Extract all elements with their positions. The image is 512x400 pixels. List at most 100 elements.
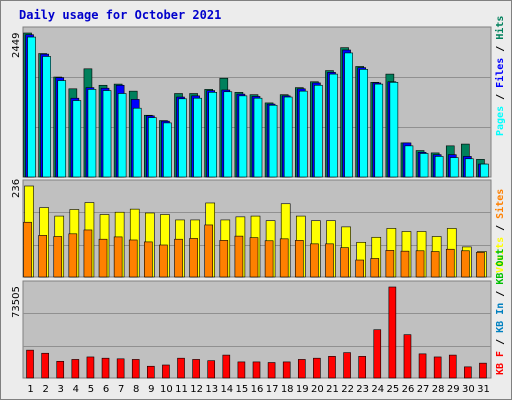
kbf-bar xyxy=(237,361,246,379)
kbf-bar xyxy=(56,360,65,379)
x-day-label: 19 xyxy=(296,384,309,395)
kbf-bar xyxy=(282,361,291,379)
sites-bar xyxy=(415,250,425,278)
kbf-bar xyxy=(147,365,155,379)
middle-legend-separator: / xyxy=(495,219,506,237)
x-day-label: 2 xyxy=(42,384,48,395)
pages-bar xyxy=(27,36,36,178)
x-day-label: 1 xyxy=(27,384,33,395)
x-day-label: 11 xyxy=(175,384,188,395)
kbf-bar xyxy=(192,359,200,379)
kbf-bar xyxy=(267,362,276,379)
x-day-label: 6 xyxy=(103,384,109,395)
sites-bar xyxy=(249,237,259,278)
sites-bar xyxy=(204,224,214,278)
x-day-label: 29 xyxy=(447,384,460,395)
sites-bar xyxy=(128,239,138,278)
x-day-label: 8 xyxy=(133,384,139,395)
sites-bar xyxy=(68,233,78,278)
kbf-bar xyxy=(388,286,397,379)
bottom-legend-separator: / xyxy=(495,333,506,351)
kbf-bar xyxy=(328,356,336,379)
pages-bar xyxy=(253,97,263,178)
kbf-bar xyxy=(448,354,457,379)
sites-bar xyxy=(355,259,364,278)
kbf-bar xyxy=(479,362,487,379)
x-day-label: 18 xyxy=(281,384,294,395)
pages-bar xyxy=(178,98,187,178)
pages-bar xyxy=(419,153,429,178)
sites-bar xyxy=(53,236,63,278)
middle-legend-entry: Visits xyxy=(494,237,506,273)
kbf-bar xyxy=(252,361,261,379)
pages-bar xyxy=(223,91,233,178)
kbf-bar xyxy=(116,358,125,379)
x-day-label: 4 xyxy=(73,384,79,395)
sites-bar xyxy=(325,243,334,278)
x-day-label: 12 xyxy=(190,384,203,395)
x-day-label: 9 xyxy=(148,384,154,395)
kbf-bar xyxy=(131,359,140,379)
sites-bar xyxy=(23,221,32,278)
top-legend: Pages / Files / Hits xyxy=(494,16,506,136)
pages-bar xyxy=(465,158,474,178)
x-day-label: 10 xyxy=(160,384,173,395)
top-legend-separator: / xyxy=(495,88,506,106)
x-day-label: 5 xyxy=(88,384,94,395)
pages-bar xyxy=(404,145,414,178)
x-day-label: 22 xyxy=(341,384,354,395)
kbf-bar xyxy=(101,357,110,379)
kbf-bar xyxy=(373,329,382,379)
bottom-legend-entry: KB In xyxy=(495,303,506,333)
pages-bar xyxy=(208,92,218,178)
kbf-bar xyxy=(71,359,80,379)
kbf-bar xyxy=(464,366,472,379)
sites-bar xyxy=(430,251,440,278)
top-legend-entry: Hits xyxy=(494,16,506,40)
pages-bar xyxy=(298,90,308,178)
sites-bar xyxy=(83,229,93,278)
middle-legend: Visits / Sites xyxy=(494,189,506,273)
pages-bar xyxy=(42,56,51,178)
x-day-label: 21 xyxy=(326,384,339,395)
sites-bar xyxy=(264,240,274,278)
top-ymax-label: 2449 xyxy=(11,33,22,58)
kbf-bar xyxy=(222,354,231,379)
pages-bar xyxy=(480,163,489,178)
kbf-bar xyxy=(162,364,170,379)
sites-bar xyxy=(294,240,304,278)
kbf-bar xyxy=(343,352,351,379)
bottom-ymax-label: 73505 xyxy=(11,286,22,318)
pages-bar xyxy=(117,93,127,178)
x-day-label: 20 xyxy=(311,384,324,395)
pages-bar xyxy=(434,156,444,178)
pages-bar xyxy=(314,84,323,178)
sites-bar xyxy=(144,241,153,278)
kbf-bar xyxy=(41,352,49,379)
pages-bar xyxy=(132,107,142,178)
middle-ymax-label: 236 xyxy=(11,179,22,198)
pages-bar xyxy=(87,89,97,178)
x-day-label: 24 xyxy=(371,384,384,395)
pages-bar xyxy=(72,100,82,178)
x-day-label: 27 xyxy=(417,384,430,395)
bottom-legend-separator: / xyxy=(495,285,506,303)
pages-bar xyxy=(238,95,248,178)
x-day-label: 28 xyxy=(432,384,445,395)
pages-bar xyxy=(102,90,112,178)
sites-bar xyxy=(98,238,108,278)
kbf-bar xyxy=(313,357,321,379)
sites-bar xyxy=(113,236,123,278)
sites-bar xyxy=(370,258,380,278)
x-day-label: 14 xyxy=(220,384,233,395)
kbf-bar xyxy=(86,356,95,379)
kbf-bar xyxy=(418,353,427,379)
pages-bar xyxy=(344,52,353,178)
sites-bar xyxy=(340,247,349,278)
pages-bar xyxy=(449,157,459,178)
x-day-label: 31 xyxy=(477,384,490,395)
sites-bar xyxy=(385,250,395,278)
x-day-label: 26 xyxy=(402,384,415,395)
pages-bar xyxy=(268,104,278,178)
